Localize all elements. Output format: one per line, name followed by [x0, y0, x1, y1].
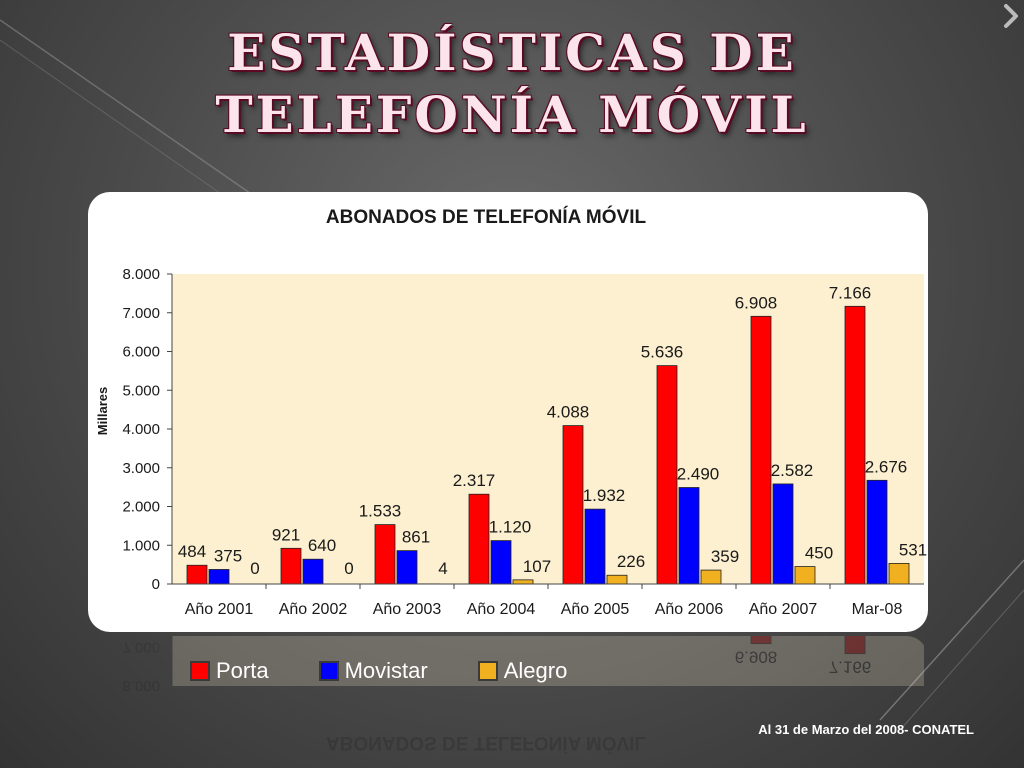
legend-swatch-movistar: [318, 661, 339, 681]
plot-area: [172, 274, 924, 584]
bar-porta: [374, 524, 396, 585]
value-label-movistar: 2.490: [677, 465, 720, 484]
y-tick-label: 2.000: [122, 499, 160, 516]
bar-alegro: [888, 563, 910, 585]
legend-label: Porta: [216, 658, 269, 683]
bar-movistar: [302, 558, 324, 585]
value-label-porta: 2.317: [453, 471, 496, 490]
x-tick-label: Año 2003: [373, 601, 442, 618]
bar-alegro: [606, 574, 628, 585]
chart-reflection: ABONADOS DE TELEFONÍA MÓVIL Millares 01.…: [88, 636, 928, 768]
value-label-porta: 7.166: [829, 658, 872, 677]
value-label-alegro: 0: [344, 559, 353, 578]
value-label-movistar: 1.932: [583, 486, 626, 505]
value-label-alegro: 4: [438, 559, 447, 578]
bar-alegro: [512, 579, 534, 585]
x-tick-label: Mar-08: [852, 601, 903, 618]
bar-porta: [844, 636, 866, 655]
y-tick-label: 0: [152, 576, 160, 593]
chevron-right-icon: [1004, 4, 1018, 28]
y-tick-label: 8.000: [122, 677, 160, 694]
value-label-porta: 7.166: [829, 283, 872, 302]
bar-alegro: [794, 566, 816, 585]
value-label-alegro: 226: [617, 552, 645, 571]
x-tick-label: Año 2007: [749, 601, 818, 618]
chart-panel: ABONADOS DE TELEFONÍA MÓVIL Millares 0 1.…: [88, 192, 928, 632]
y-tick-label: 7.000: [122, 638, 160, 655]
bar-movistar: [396, 550, 418, 585]
y-tick-label: 6.000: [122, 344, 160, 361]
bar-alegro: [700, 569, 722, 585]
chart-title: ABONADOS DE TELEFONÍA MÓVIL: [326, 206, 647, 228]
bar-movistar: [772, 483, 794, 585]
bar-porta: [186, 564, 208, 585]
value-label-movistar: 375: [214, 546, 242, 565]
value-label-alegro: 359: [711, 547, 739, 566]
legend-swatch-alegro: [477, 661, 498, 681]
bar-movistar: [584, 508, 606, 585]
legend-item-movistar: Movistar: [318, 658, 428, 684]
value-label-movistar: 861: [402, 528, 430, 547]
legend-swatch-porta: [190, 661, 210, 681]
bar-porta: [562, 425, 584, 585]
x-tick-label: Año 2006: [655, 601, 724, 618]
y-tick-label: 5.000: [122, 382, 160, 399]
x-tick-label: Año 2001: [185, 601, 254, 618]
x-tick-label: Año 2005: [561, 601, 630, 618]
legend: Porta Movistar Alegro: [190, 656, 617, 686]
y-tick-label: 3.000: [122, 460, 160, 477]
chart-reflection-copy: ABONADOS DE TELEFONÍA MÓVIL Millares 01.…: [122, 636, 924, 754]
bar-porta: [656, 365, 678, 585]
value-label-movistar: 2.676: [865, 457, 908, 476]
value-label-porta: 1.533: [359, 502, 402, 521]
value-label-movistar: 640: [308, 536, 336, 555]
value-label-porta: 921: [272, 525, 300, 544]
y-tick-label: 1.000: [122, 537, 160, 554]
value-label-alegro: 531: [899, 540, 927, 559]
chart-title: ABONADOS DE TELEFONÍA MÓVIL: [326, 732, 647, 754]
value-label-movistar: 2.582: [771, 461, 814, 480]
value-label-porta: 6.908: [735, 648, 778, 667]
source-note: Al 31 de Marzo del 2008- CONATEL: [758, 722, 974, 737]
x-tick-label: Año 2002: [279, 601, 348, 618]
legend-item-porta: Porta: [190, 658, 269, 684]
bar-movistar: [678, 487, 700, 585]
value-label-movistar: 1.120: [489, 518, 532, 537]
bar-porta: [280, 547, 302, 585]
bar-porta: [750, 636, 772, 645]
bar-chart: ABONADOS DE TELEFONÍA MÓVIL Millares 0 1.…: [95, 206, 927, 618]
value-label-alegro: 0: [250, 559, 259, 578]
plot-area: [172, 636, 924, 686]
value-label-alegro: 107: [523, 557, 551, 576]
value-label-porta: 5.636: [641, 343, 684, 362]
bar-porta: [468, 493, 490, 585]
bar-movistar: [208, 569, 230, 585]
y-axis-label: Millares: [95, 387, 110, 435]
value-label-porta: 484: [178, 542, 206, 561]
slide-title: Estadísticas de Telefonía Móvil: [215, 23, 809, 144]
value-label-alegro: 450: [805, 544, 833, 563]
value-label-porta: 4.088: [547, 403, 590, 422]
y-tick-label: 7.000: [122, 305, 160, 322]
legend-label: Movistar: [344, 658, 428, 683]
legend-item-alegro: Alegro: [477, 658, 568, 684]
bar-porta: [844, 305, 866, 585]
x-tick-label: Año 2004: [467, 601, 536, 618]
y-tick-label: 8.000: [122, 266, 160, 283]
legend-label: Alegro: [503, 658, 568, 683]
bar-movistar: [866, 479, 888, 585]
y-tick-label: 4.000: [122, 421, 160, 438]
bar-porta: [750, 315, 772, 585]
bar-movistar: [490, 540, 512, 585]
value-label-porta: 6.908: [735, 293, 778, 312]
